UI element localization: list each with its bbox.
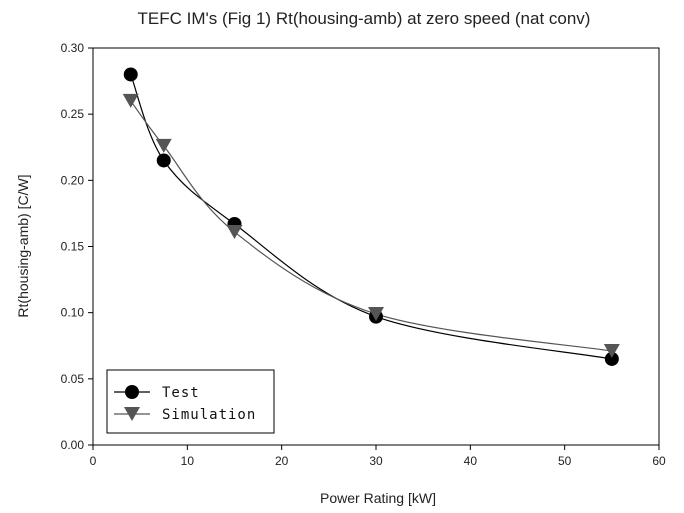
y-tick-label: 0.10 (61, 306, 85, 320)
legend-simulation-label: Simulation (162, 407, 256, 423)
data-point-simulation (226, 224, 243, 239)
legend-box (106, 369, 275, 434)
axis-ticks: 0 10 20 30 40 50 60 0.00 0.05 0.10 0.15 0.20 0.25 0.3… (61, 41, 666, 468)
x-tick-label: 30 (369, 454, 383, 468)
y-tick-label: 0.25 (61, 107, 85, 121)
y-axis-label: Rt(housing-amb) [C/W] (15, 174, 31, 317)
x-tick-label: 10 (181, 454, 195, 468)
chart-title: TEFC IM's (Fig 1) Rt(housing-amb) at zer… (138, 9, 591, 28)
data-point-simulation (155, 138, 172, 153)
data-point-test (604, 351, 619, 366)
y-tick-label: 0.30 (61, 41, 85, 55)
data-point-test (123, 67, 138, 82)
y-tick-label: 0.20 (61, 173, 85, 187)
data-point-simulation (603, 344, 620, 359)
x-tick-label: 60 (652, 454, 666, 468)
legend-test-marker (125, 385, 139, 399)
y-tick-label: 0.15 (61, 240, 85, 254)
legend-simulation-marker (124, 407, 140, 421)
data-point-simulation (122, 93, 139, 108)
x-tick-label: 0 (90, 454, 97, 468)
legend-test-label: Test (162, 385, 200, 401)
data-point-simulation (368, 306, 384, 321)
legend: Test Simulation (106, 369, 275, 434)
series-markers (122, 67, 620, 366)
data-point-test (156, 153, 171, 168)
x-tick-label: 20 (275, 454, 289, 468)
y-tick-label: 0.00 (61, 438, 85, 452)
x-tick-label: 50 (558, 454, 572, 468)
series-line-test (130, 74, 612, 360)
y-tick-label: 0.05 (61, 372, 85, 386)
x-tick-label: 40 (464, 454, 478, 468)
x-axis-label: Power Rating [kW] (320, 490, 436, 506)
